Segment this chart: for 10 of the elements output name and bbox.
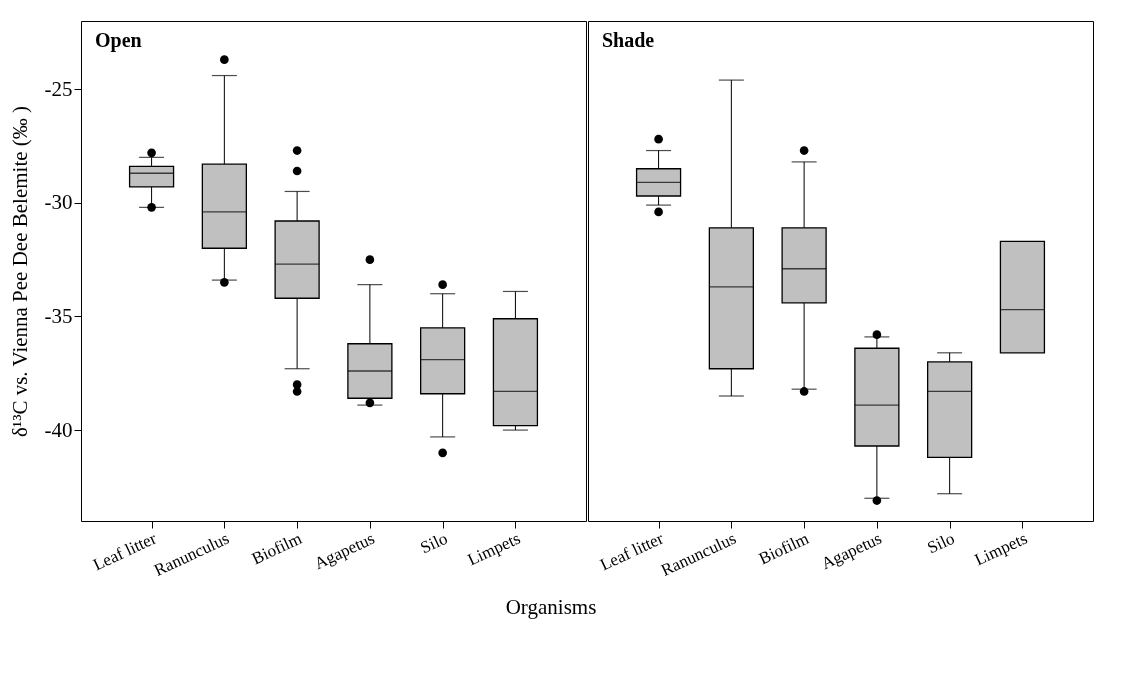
chart-title: Open	[95, 29, 142, 52]
y-tick-label: -40	[44, 417, 73, 442]
y-tick-label: -30	[44, 190, 73, 215]
y-tick-label: -35	[44, 303, 73, 328]
x-tick-label: Silo	[417, 528, 451, 558]
x-axis-title: Organisms	[505, 594, 597, 619]
y-axis-title: δ¹³C vs. Vienna Pee Dee Belemite (‰ )	[7, 105, 32, 438]
y-tick-label: -25	[44, 76, 73, 101]
x-tick-label: Silo	[924, 528, 958, 558]
chart-title: Shade	[602, 29, 655, 51]
